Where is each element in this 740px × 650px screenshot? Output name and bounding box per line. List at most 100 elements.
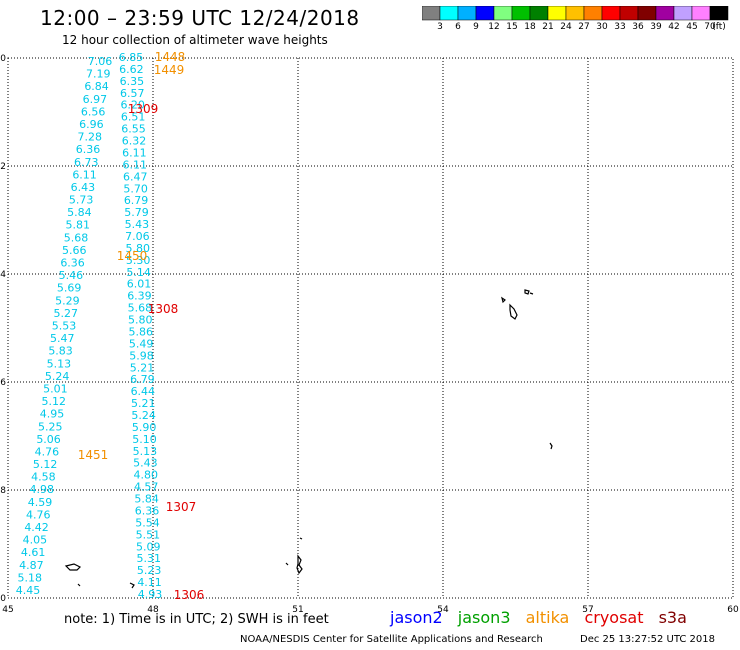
wave-height-value: 6.51 <box>121 111 146 124</box>
wave-height-value: 4.57 <box>134 481 159 494</box>
wave-height-value: 5.47 <box>50 332 75 345</box>
wave-height-value: 5.30 <box>126 254 151 267</box>
wave-height-value: 6.85 <box>119 51 144 64</box>
wave-height-value: 5.98 <box>129 349 154 362</box>
coastline <box>64 289 553 589</box>
altimeter-track-right: 6.856.626.356.576.206.516.556.326.116.11… <box>119 51 163 601</box>
satellite-cryosat: cryosat <box>584 608 644 627</box>
y-tick-label: -8 <box>0 486 6 496</box>
wave-height-value: 5.80 <box>126 242 151 255</box>
wave-height-value: 4.05 <box>23 534 48 547</box>
legend-label: 15 <box>506 22 518 32</box>
legend-label: 27 <box>578 22 590 32</box>
wave-height-value: 5.12 <box>41 395 66 408</box>
wave-height-value: 5.84 <box>67 206 92 219</box>
wave-height-value: 5.31 <box>136 552 161 565</box>
island-outline <box>299 537 303 540</box>
legend-label: 6 <box>455 22 461 32</box>
y-tick-label: -10 <box>0 594 6 604</box>
wave-height-value: 6.47 <box>123 170 148 183</box>
credit-line: NOAA/NESDIS Center for Satellite Applica… <box>240 634 543 645</box>
altimeter-track-left: 7.067.196.846.976.566.967.286.366.736.11… <box>16 55 113 597</box>
wave-height-value: 6.11 <box>72 168 97 181</box>
island-outline <box>501 296 506 304</box>
wave-height-value: 5.25 <box>38 420 63 433</box>
wave-height-value: 7.19 <box>86 68 111 81</box>
wave-height-value: 4.58 <box>31 471 56 484</box>
satellite-legend: jason2 jason3 altika cryosat s3a <box>390 608 697 627</box>
x-tick-label: 51 <box>292 605 303 615</box>
wave-height-value: 5.68 <box>64 231 89 244</box>
wave-height-value: 5.09 <box>136 540 161 553</box>
island-outline <box>296 554 303 575</box>
y-tick-label: -2 <box>0 162 6 172</box>
wave-height-value: 6.79 <box>124 194 149 207</box>
satellite-s3a: s3a <box>658 608 687 627</box>
wave-height-value: 5.54 <box>135 516 160 529</box>
y-tick-label: 0 <box>0 54 6 64</box>
legend-label: 21 <box>542 22 554 32</box>
wave-height-value: 6.56 <box>81 105 106 118</box>
wave-height-value: 5.49 <box>129 337 154 350</box>
wave-height-value: 5.46 <box>59 269 84 282</box>
wave-height-value: 5.53 <box>52 320 77 333</box>
wave-height-value: 7.06 <box>88 55 113 68</box>
legend-swatch <box>709 6 729 21</box>
x-tick-label: 57 <box>582 605 593 615</box>
wave-height-value: 5.13 <box>47 357 72 370</box>
wave-height-value: 6.62 <box>119 63 144 76</box>
wave-height-value: 4.80 <box>134 469 159 482</box>
pass-time-label: 1451 <box>78 448 109 462</box>
wave-height-value: 5.10 <box>132 433 157 446</box>
legend-label: 24 <box>560 22 572 32</box>
wave-height-value: 5.12 <box>33 458 58 471</box>
color-scale-legend <box>422 6 729 21</box>
wave-height-value: 6.36 <box>135 504 160 517</box>
map-frame <box>7 57 734 599</box>
wave-height-value: 6.01 <box>127 278 152 291</box>
wave-height-value: 5.73 <box>69 194 94 207</box>
wave-height-value: 6.11 <box>122 146 147 159</box>
wave-height-value: 5.68 <box>128 302 153 315</box>
wave-height-value: 5.24 <box>45 370 70 383</box>
wave-height-value: 5.90 <box>132 421 157 434</box>
wave-height-value: 6.36 <box>76 143 101 156</box>
axis-labels: 45 48 51 54 57 60 0 -2 -4 -6 -8 -10 <box>0 54 739 615</box>
wave-height-value: 5.29 <box>55 294 80 307</box>
pass-time-label: 1448 <box>155 50 186 64</box>
legend-label: 39 <box>650 22 662 32</box>
wave-height-value: 5.13 <box>133 445 158 458</box>
wave-height-value: 5.23 <box>137 564 162 577</box>
wave-height-value: 6.73 <box>74 156 99 169</box>
pass-time-label: 1449 <box>154 63 185 77</box>
wave-height-value: 5.27 <box>53 307 78 320</box>
satellite-altika: altika <box>525 608 570 627</box>
map-title: 12:00 – 23:59 UTC 12/24/2018 <box>40 6 360 30</box>
footer-note: note: 1) Time is in UTC; 2) SWH is in fe… <box>64 612 329 627</box>
wave-height-value: 7.28 <box>77 131 102 144</box>
wave-height-value: 5.70 <box>123 182 148 195</box>
wave-height-value: 4.45 <box>16 584 41 597</box>
wave-height-value: 6.96 <box>79 118 104 131</box>
satellite-jason3: jason3 <box>457 608 511 627</box>
x-tick-label: 48 <box>147 605 159 615</box>
wave-height-value: 6.20 <box>120 99 145 112</box>
pass-time-label: 1308 <box>148 302 179 316</box>
legend-label: 45 <box>686 22 698 32</box>
wave-height-value: 5.24 <box>131 409 156 422</box>
legend-label: 3 <box>437 22 443 32</box>
legend-label: 70 <box>704 22 716 32</box>
wave-height-value: 4.61 <box>21 546 46 559</box>
wave-height-value: 6.36 <box>60 257 85 270</box>
map-grid <box>7 57 734 599</box>
legend-label: 36 <box>632 22 644 32</box>
wave-height-value: 6.55 <box>121 123 146 136</box>
wave-height-value: 4.98 <box>29 483 54 496</box>
wave-height-value: 5.21 <box>130 361 155 374</box>
pass-time-label: 1450 <box>117 249 148 263</box>
wave-height-value: 5.51 <box>136 528 161 541</box>
island-outline <box>524 289 534 295</box>
x-tick-label: 60 <box>727 605 739 615</box>
